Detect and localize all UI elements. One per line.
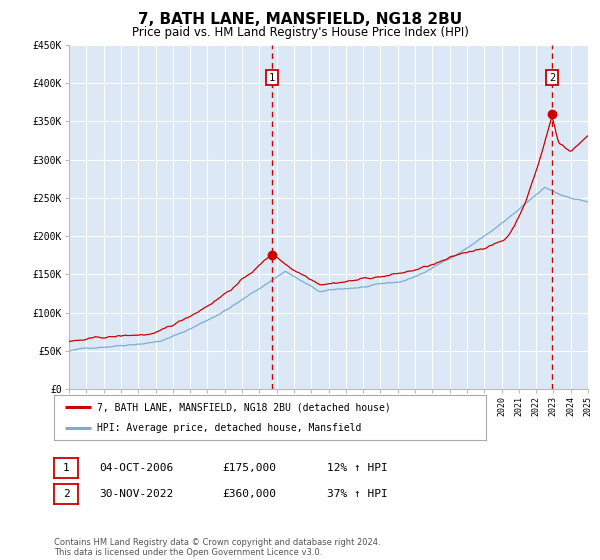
Text: Price paid vs. HM Land Registry's House Price Index (HPI): Price paid vs. HM Land Registry's House … <box>131 26 469 39</box>
Text: Contains HM Land Registry data © Crown copyright and database right 2024.
This d: Contains HM Land Registry data © Crown c… <box>54 538 380 557</box>
Text: 1: 1 <box>62 463 70 473</box>
Text: £360,000: £360,000 <box>222 489 276 499</box>
Text: £175,000: £175,000 <box>222 463 276 473</box>
Text: 2: 2 <box>62 489 70 499</box>
Text: 04-OCT-2006: 04-OCT-2006 <box>99 463 173 473</box>
Text: 2: 2 <box>549 72 555 82</box>
Text: 1: 1 <box>269 72 275 82</box>
Text: 12% ↑ HPI: 12% ↑ HPI <box>327 463 388 473</box>
Text: 30-NOV-2022: 30-NOV-2022 <box>99 489 173 499</box>
Text: HPI: Average price, detached house, Mansfield: HPI: Average price, detached house, Mans… <box>97 423 362 433</box>
Text: 7, BATH LANE, MANSFIELD, NG18 2BU: 7, BATH LANE, MANSFIELD, NG18 2BU <box>138 12 462 27</box>
Text: 37% ↑ HPI: 37% ↑ HPI <box>327 489 388 499</box>
Text: 7, BATH LANE, MANSFIELD, NG18 2BU (detached house): 7, BATH LANE, MANSFIELD, NG18 2BU (detac… <box>97 402 391 412</box>
